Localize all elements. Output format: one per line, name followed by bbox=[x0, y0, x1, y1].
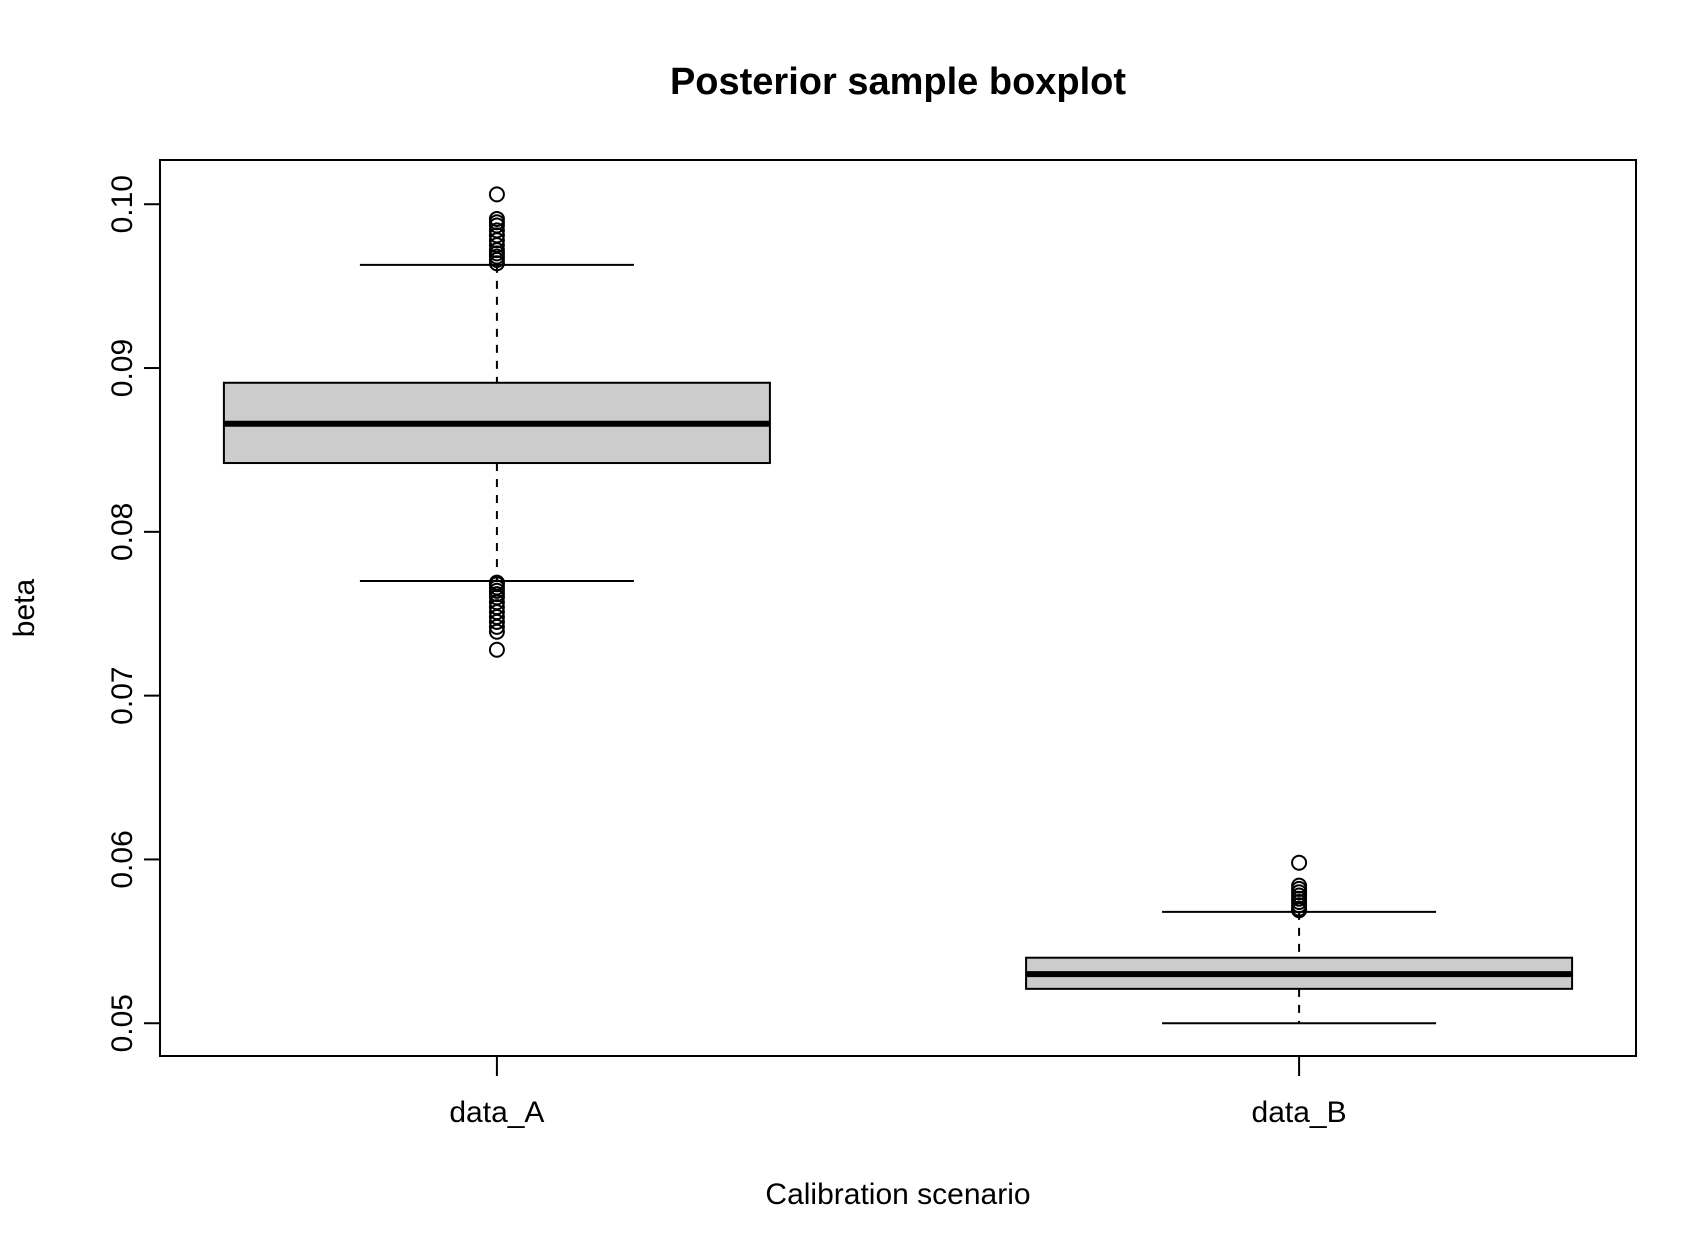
box-group-data_A bbox=[222, 186, 771, 658]
outlier-point bbox=[488, 222, 505, 239]
y-axis-label: beta bbox=[8, 578, 41, 637]
x-axis-label: Calibration scenario bbox=[765, 1178, 1030, 1211]
y-tick-label: 0.05 bbox=[106, 994, 139, 1052]
x-tick-label: data_A bbox=[449, 1096, 544, 1129]
x-axis: data_A data_B bbox=[449, 1056, 1347, 1129]
y-tick-label: 0.10 bbox=[106, 175, 139, 233]
y-tick-label: 0.07 bbox=[106, 666, 139, 724]
y-tick-label: 0.06 bbox=[106, 830, 139, 888]
plot-frame bbox=[159, 159, 1637, 1057]
outlier-point bbox=[488, 641, 505, 658]
outlier-point bbox=[488, 214, 505, 231]
outlier-point bbox=[488, 210, 505, 227]
outlier-point bbox=[1291, 877, 1308, 894]
x-tick-label: data_B bbox=[1252, 1096, 1347, 1129]
outlier-point bbox=[1291, 854, 1308, 871]
outlier-point bbox=[488, 574, 505, 591]
outlier-point bbox=[488, 186, 505, 203]
boxes-layer bbox=[222, 186, 1574, 1025]
y-tick-label: 0.09 bbox=[106, 339, 139, 397]
chart-title: Posterior sample boxplot bbox=[670, 61, 1126, 103]
box-group-data_B bbox=[1025, 854, 1574, 1025]
y-axis: 0.05 0.06 0.07 0.08 0.09 0.10 bbox=[106, 175, 161, 1052]
y-tick-label: 0.08 bbox=[106, 503, 139, 561]
